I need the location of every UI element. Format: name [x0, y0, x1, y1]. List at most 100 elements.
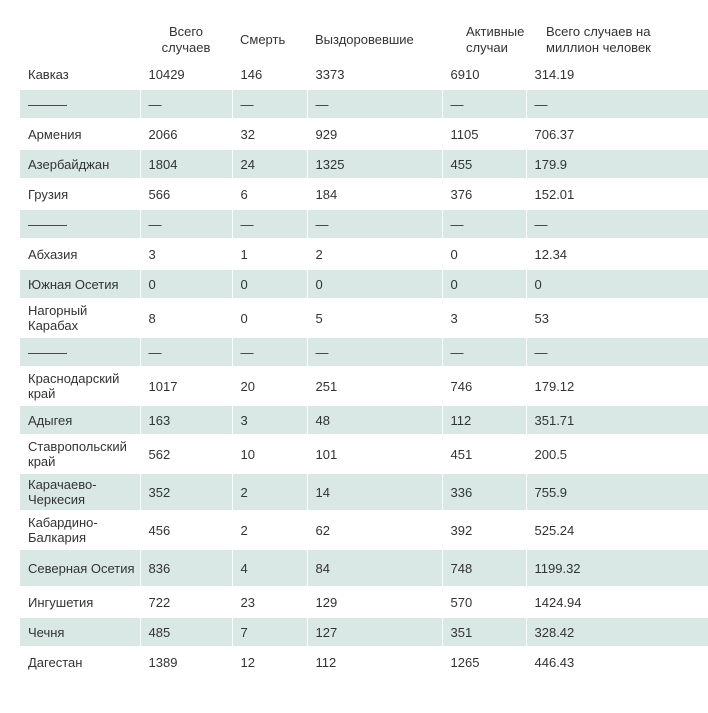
cell-deaths: 10 [232, 434, 308, 473]
cell-recovered: 84 [307, 548, 443, 587]
cell-recovered: — [307, 336, 443, 367]
cell-deaths: 4 [232, 548, 308, 587]
header-active-cases: Активные случаи [442, 20, 526, 60]
cell-total-cases: 352 [140, 472, 233, 511]
cell-active-cases: 6910 [442, 60, 527, 89]
cell-active-cases: 112 [442, 404, 527, 435]
cell-active-cases: — [442, 336, 527, 367]
cell-total-cases: 722 [140, 586, 233, 617]
header-deaths: Смерть [240, 32, 286, 47]
table-row: Армения 2066 32 929 1105 706.37 [20, 118, 708, 149]
cell-recovered: 929 [307, 118, 443, 149]
table-row: Южная Осетия 0 0 0 0 0 [20, 268, 708, 299]
cell-region: Адыгея [20, 404, 141, 435]
table-row: Грузия 566 6 184 376 152.01 [20, 178, 708, 209]
cell-total-cases: 456 [140, 510, 233, 549]
cell-deaths: 0 [232, 298, 308, 337]
cell-region: ——— [20, 336, 141, 367]
table-row: Чечня 485 7 127 351 328.42 [20, 616, 708, 647]
header-line: Всего [168, 24, 204, 39]
table-row: Кабардино-Балкария 456 2 62 392 525.24 [20, 510, 708, 549]
cell-cases-per-million: 1199.32 [526, 548, 708, 587]
cell-total-cases: 10429 [140, 60, 233, 89]
cell-deaths: 32 [232, 118, 308, 149]
cell-recovered: 101 [307, 434, 443, 473]
table-row: Адыгея 163 3 48 112 351.71 [20, 404, 708, 435]
cell-active-cases: 1105 [442, 118, 527, 149]
header-line: случаи [466, 40, 508, 55]
cell-deaths: 20 [232, 366, 308, 405]
cell-active-cases: 0 [442, 268, 527, 299]
cell-deaths: — [232, 88, 308, 119]
cell-cases-per-million: 0 [526, 268, 708, 299]
header-row: Всего случаев Смерть Выздоровевшие Активн… [20, 20, 708, 60]
header-total-cases: Всего случаев [140, 20, 232, 60]
cell-active-cases: — [442, 208, 527, 239]
cell-cases-per-million: — [526, 88, 708, 119]
cell-deaths: 23 [232, 586, 308, 617]
cell-cases-per-million: 314.19 [534, 66, 575, 82]
table-row: Краснодарский край 1017 20 251 746 179.12 [20, 366, 708, 405]
table-row: Карачаево-Черкесия 352 2 14 336 755.9 [20, 472, 708, 511]
cell-cases-per-million: 706.37 [526, 118, 708, 149]
cell-total-cases: 562 [140, 434, 233, 473]
cell-active-cases: 455 [442, 148, 527, 179]
table-row: Кавказ 10429 146 3373 6910 314.19 [20, 60, 708, 89]
cell-total-cases: 485 [140, 616, 233, 647]
cell-cases-per-million: 179.9 [526, 148, 708, 179]
cell-cases-per-million: 328.42 [526, 616, 708, 647]
cell-deaths: 0 [232, 268, 308, 299]
cell-deaths: — [232, 208, 308, 239]
cell-deaths: 6 [232, 178, 308, 209]
table-row: ——— — — — — — [20, 208, 708, 239]
cell-cases-per-million: 755.9 [526, 472, 708, 511]
cell-cases-per-million: 12.34 [526, 238, 708, 269]
header-cases-per-million: Всего случаев на миллион человек [526, 20, 708, 60]
table-row: ——— — — — — — [20, 336, 708, 367]
table-row: Дагестан 1389 12 112 1265 446.43 [20, 646, 708, 676]
cell-region: ——— [20, 88, 141, 119]
header-region [20, 20, 140, 60]
table-row: Нагорный Карабах 8 0 5 3 53 [20, 298, 708, 337]
cell-region: Ингушетия [20, 586, 141, 617]
cell-cases-per-million: 179.12 [526, 366, 708, 405]
cell-deaths: 24 [232, 148, 308, 179]
cell-cases-per-million: 351.71 [526, 404, 708, 435]
cell-active-cases: 392 [442, 510, 527, 549]
cell-recovered: 129 [307, 586, 443, 617]
cell-cases-per-million: 525.24 [526, 510, 708, 549]
cell-total-cases: — [140, 88, 233, 119]
cell-cases-per-million: — [526, 208, 708, 239]
header-line: Всего случаев на [546, 24, 651, 39]
cell-active-cases: 570 [442, 586, 527, 617]
cell-region: Кабардино-Балкария [20, 510, 141, 549]
table-header: Всего случаев Смерть Выздоровевшие Активн… [20, 20, 708, 60]
cell-recovered: 5 [307, 298, 443, 337]
cell-region: Северная Осетия [20, 548, 141, 587]
cell-deaths: 12 [232, 646, 308, 676]
cell-recovered: 251 [307, 366, 443, 405]
cell-region: Кавказ [20, 60, 141, 89]
cell-recovered: 0 [307, 268, 443, 299]
cell-total-cases: 3 [140, 238, 233, 269]
cell-total-cases: 1804 [140, 148, 233, 179]
cell-region: Дагестан [20, 646, 141, 676]
cell-active-cases: 0 [442, 238, 527, 269]
cell-deaths: 7 [232, 616, 308, 647]
cell-recovered: 48 [307, 404, 443, 435]
cell-total-cases: 566 [140, 178, 233, 209]
cell-recovered: — [307, 208, 443, 239]
cell-deaths: 2 [232, 472, 308, 511]
header-line: миллион человек [546, 40, 651, 55]
cell-active-cases: 451 [442, 434, 527, 473]
cell-deaths: — [232, 336, 308, 367]
cell-recovered: 127 [307, 616, 443, 647]
cell-deaths: 3 [232, 404, 308, 435]
cell-active-cases: 3 [442, 298, 527, 337]
cell-deaths: 146 [232, 60, 308, 89]
cell-region: Ставропольский край [20, 434, 141, 473]
cell-recovered: 3373 [307, 60, 443, 89]
cell-total-cases: 163 [140, 404, 233, 435]
cell-deaths: 1 [232, 238, 308, 269]
